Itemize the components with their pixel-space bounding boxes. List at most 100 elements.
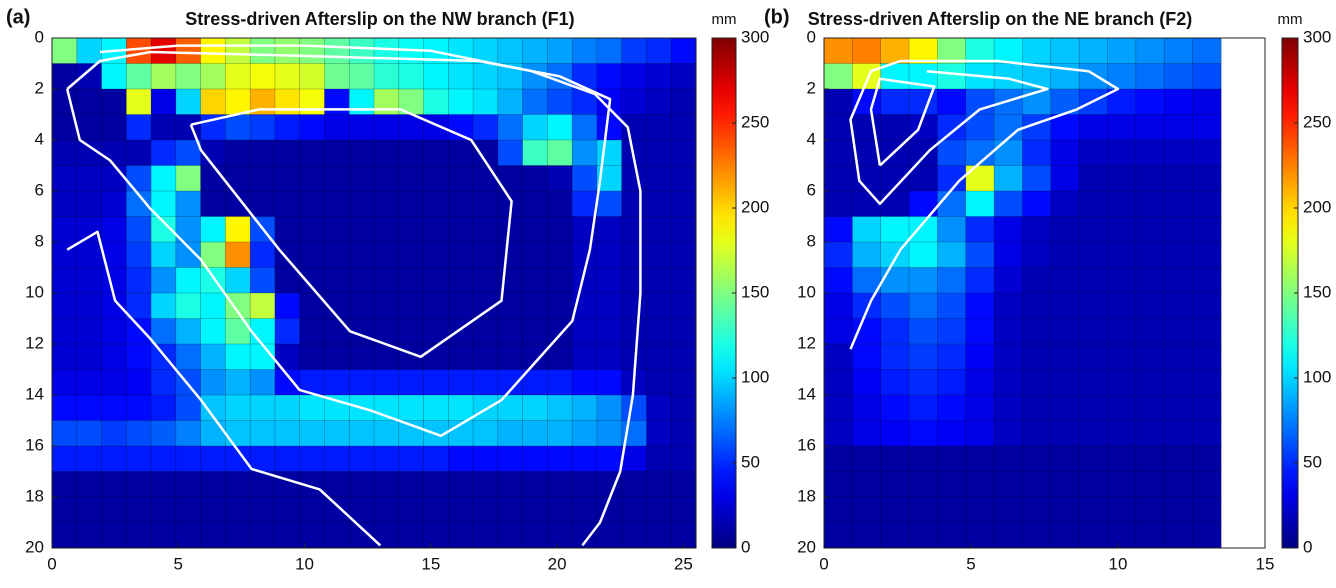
colorbar-label: mm <box>1278 11 1303 28</box>
heatmap-cell <box>1078 37 1109 65</box>
heatmap-cell <box>225 267 251 294</box>
heatmap-cell <box>1078 216 1109 243</box>
heatmap-cell <box>423 267 449 294</box>
heatmap-cell <box>670 343 697 371</box>
y-tick-label: 8 <box>35 231 44 250</box>
heatmap-cell <box>497 37 524 65</box>
x-tick-label: 25 <box>674 554 693 573</box>
heatmap-cell <box>823 165 853 192</box>
heatmap-cell <box>472 369 499 396</box>
heatmap-cell <box>448 267 474 294</box>
heatmap-cell <box>324 369 350 396</box>
heatmap-cell <box>1192 496 1222 524</box>
heatmap-cell <box>126 292 152 320</box>
heatmap-cell <box>547 343 573 371</box>
colorbar-tick-label: 150 <box>741 282 769 301</box>
heatmap-cell <box>200 471 226 498</box>
colorbar-tick-label: 0 <box>741 537 750 556</box>
heatmap-cell <box>423 496 449 524</box>
heatmap-cell <box>571 318 598 345</box>
heatmap-cell <box>621 190 648 218</box>
heatmap-cell <box>908 292 938 320</box>
heatmap-cell <box>547 318 573 345</box>
heatmap-cell <box>497 445 524 473</box>
heatmap-cell <box>965 241 995 269</box>
heatmap-cell <box>621 114 648 141</box>
heatmap-cell <box>670 267 697 294</box>
heatmap-cell <box>101 343 127 371</box>
heatmap-cell <box>852 37 882 65</box>
heatmap-cell <box>448 139 474 167</box>
colorbar-label: mm <box>712 11 737 28</box>
heatmap-cell <box>1192 241 1222 269</box>
heatmap-cell <box>965 190 995 218</box>
heatmap-cell <box>373 369 400 396</box>
heatmap-cell <box>937 420 967 447</box>
heatmap-cell <box>1022 216 1052 243</box>
heatmap-cell <box>993 445 1024 473</box>
heatmap-cell <box>522 522 548 549</box>
heatmap-cell <box>348 420 375 447</box>
heatmap-cell <box>646 114 672 141</box>
heatmap-cell <box>1163 88 1194 116</box>
y-tick-label: 4 <box>807 129 816 148</box>
heatmap-cell <box>1135 318 1165 345</box>
colorbar-tick-label: 150 <box>1303 282 1331 301</box>
heatmap-cell <box>398 496 425 524</box>
heatmap-cell <box>1163 343 1194 371</box>
heatmap-cell <box>880 496 910 524</box>
heatmap-cell <box>1192 445 1222 473</box>
heatmap-cell <box>1135 343 1165 371</box>
heatmap-cell <box>150 522 177 549</box>
heatmap-cell <box>596 216 623 243</box>
heatmap-cell <box>324 216 350 243</box>
y-tick-label: 0 <box>35 27 44 46</box>
heatmap-cell <box>398 522 425 549</box>
heatmap-cell <box>150 241 177 269</box>
heatmap-cell <box>646 165 672 192</box>
heatmap-cell <box>1163 267 1194 294</box>
heatmap-cell <box>571 165 598 192</box>
heatmap-cell <box>150 445 177 473</box>
heatmap-cell <box>249 63 276 90</box>
heatmap-cell <box>175 63 202 90</box>
heatmap-cell <box>852 267 882 294</box>
heatmap-cell <box>398 394 425 422</box>
heatmap-cell <box>621 241 648 269</box>
heatmap-cell <box>908 139 938 167</box>
heatmap-cell <box>373 190 400 218</box>
heatmap-cell <box>274 63 301 90</box>
heatmap-cell <box>937 114 967 141</box>
heatmap-cell <box>76 241 103 269</box>
heatmap-cell <box>348 165 375 192</box>
heatmap-cell <box>1078 343 1109 371</box>
heatmap-cell <box>423 63 449 90</box>
heatmap-cell <box>852 343 882 371</box>
heatmap-cell <box>51 292 78 320</box>
heatmap-cell <box>1050 37 1080 65</box>
heatmap-cell <box>225 216 251 243</box>
heatmap-cell <box>1163 394 1194 422</box>
heatmap-cell <box>571 343 598 371</box>
heatmap-cell <box>175 292 202 320</box>
heatmap-cell <box>1078 114 1109 141</box>
heatmap-cell <box>76 190 103 218</box>
heatmap-cell <box>423 394 449 422</box>
heatmap-cell <box>965 445 995 473</box>
heatmap-cell <box>150 318 177 345</box>
heatmap-cell <box>175 267 202 294</box>
heatmap-cell <box>1192 420 1222 447</box>
heatmap-cell <box>852 114 882 141</box>
heatmap-cell <box>249 318 276 345</box>
heatmap-cell <box>993 420 1024 447</box>
heatmap-cell <box>621 165 648 192</box>
heatmap-cell <box>472 88 499 116</box>
heatmap-cell <box>448 190 474 218</box>
heatmap-cell <box>1050 292 1080 320</box>
heatmap-cell <box>522 267 548 294</box>
heatmap-cell <box>621 522 648 549</box>
heatmap-cell <box>373 88 400 116</box>
heatmap-cell <box>225 37 251 65</box>
heatmap-cell <box>1022 420 1052 447</box>
heatmap-cell <box>1107 37 1137 65</box>
